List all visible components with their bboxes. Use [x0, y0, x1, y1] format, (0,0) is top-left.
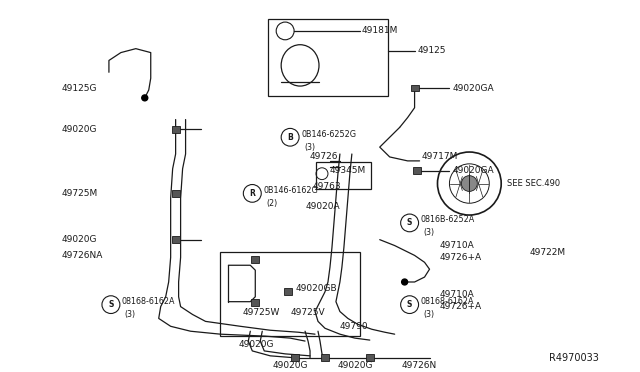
Text: 49020G: 49020G	[238, 340, 274, 349]
Text: 49726+A: 49726+A	[440, 302, 482, 311]
Text: 49726: 49726	[310, 153, 339, 161]
Bar	[172, 126, 180, 133]
Bar	[291, 355, 299, 361]
Text: 49345M: 49345M	[330, 166, 366, 175]
Bar	[172, 236, 180, 243]
Text: 0B146-6252G: 0B146-6252G	[301, 130, 356, 139]
Bar	[172, 190, 180, 197]
Text: 49717M: 49717M	[422, 153, 458, 161]
Text: 49725V: 49725V	[290, 308, 324, 317]
Circle shape	[461, 176, 477, 192]
Text: (3): (3)	[424, 228, 435, 237]
Text: 49020G: 49020G	[337, 361, 372, 370]
Text: 49725W: 49725W	[243, 308, 280, 317]
Circle shape	[142, 95, 148, 101]
Text: 49020GA: 49020GA	[452, 166, 494, 175]
Bar	[413, 167, 420, 174]
Bar	[252, 299, 259, 306]
Bar	[411, 84, 419, 92]
Text: 49726NA: 49726NA	[61, 251, 102, 260]
Bar	[220, 253, 360, 336]
Text: 49726+A: 49726+A	[440, 253, 482, 262]
Text: 49726N: 49726N	[402, 361, 437, 370]
Text: 0B146-6162G: 0B146-6162G	[263, 186, 318, 195]
Bar	[366, 355, 374, 361]
Bar	[252, 256, 259, 263]
Text: 49020GA: 49020GA	[452, 84, 494, 93]
Text: 49020G: 49020G	[61, 235, 97, 244]
Text: 49181M: 49181M	[362, 26, 398, 35]
Text: 49763: 49763	[313, 182, 342, 191]
Text: 49725M: 49725M	[61, 189, 97, 198]
Text: S: S	[108, 300, 113, 309]
Bar	[321, 355, 329, 361]
Bar	[316, 162, 371, 189]
Text: 08168-6162A: 08168-6162A	[122, 297, 175, 306]
Bar	[268, 19, 388, 96]
Text: 49710A: 49710A	[440, 241, 474, 250]
Text: (3): (3)	[424, 310, 435, 319]
Circle shape	[402, 279, 408, 285]
Text: 49020G: 49020G	[273, 361, 308, 370]
Text: R: R	[250, 189, 255, 198]
Text: (3): (3)	[304, 142, 315, 152]
Text: 49125: 49125	[417, 46, 446, 55]
Text: 49020GB: 49020GB	[295, 284, 337, 294]
Text: S: S	[407, 218, 412, 227]
Text: 49722M: 49722M	[529, 248, 565, 257]
Bar	[284, 288, 292, 295]
Text: 49790: 49790	[340, 322, 369, 331]
Text: 49020G: 49020G	[61, 125, 97, 134]
Text: 08168-6162A: 08168-6162A	[420, 297, 474, 306]
Text: B: B	[287, 133, 293, 142]
Text: (3): (3)	[125, 310, 136, 319]
Text: (2): (2)	[266, 199, 278, 208]
Text: 49125G: 49125G	[61, 84, 97, 93]
Text: S: S	[407, 300, 412, 309]
Text: R4970033: R4970033	[549, 353, 599, 363]
Text: SEE SEC.490: SEE SEC.490	[507, 179, 560, 188]
Text: 49020A: 49020A	[305, 202, 340, 211]
Text: 49710A: 49710A	[440, 290, 474, 299]
Text: 0816B-6252A: 0816B-6252A	[420, 215, 475, 224]
